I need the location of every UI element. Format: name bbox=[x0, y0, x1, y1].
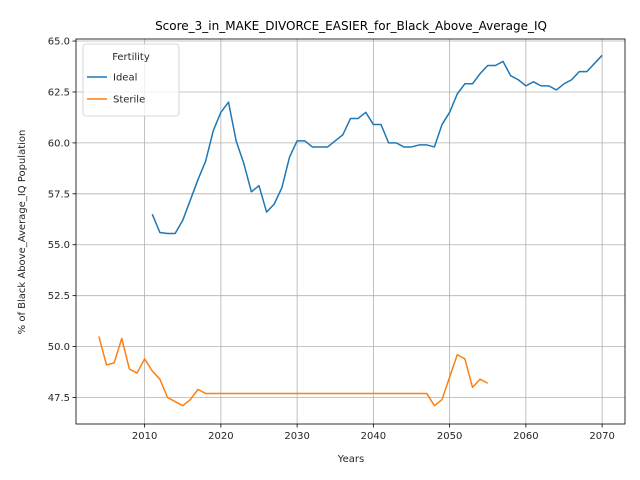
y-axis-ticks: 47.5 50.0 52.5 55.0 57.5 60.0 62.5 65.0 bbox=[48, 37, 76, 404]
series-line-sterile bbox=[98, 336, 489, 407]
x-tick-label: 2060 bbox=[513, 431, 538, 442]
x-tick-label: 2050 bbox=[437, 431, 462, 442]
y-tick-label: 55.0 bbox=[48, 240, 70, 251]
x-tick-label: 2040 bbox=[361, 431, 386, 442]
y-tick-label: 52.5 bbox=[48, 291, 70, 302]
x-tick-label: 2010 bbox=[132, 431, 157, 442]
y-tick-label: 65.0 bbox=[48, 37, 70, 48]
legend-label-sterile: Sterile bbox=[113, 95, 145, 106]
x-tick-label: 2070 bbox=[589, 431, 614, 442]
legend-title: Fertility bbox=[112, 52, 150, 63]
x-axis-label: Years bbox=[337, 454, 364, 465]
chart-title: Score_3_in_MAKE_DIVORCE_EASIER_for_Black… bbox=[155, 19, 547, 33]
series-line-ideal bbox=[151, 54, 603, 235]
legend: Fertility Ideal Sterile bbox=[82, 43, 180, 117]
legend-frame bbox=[82, 43, 180, 117]
plot-frame bbox=[75, 38, 626, 425]
y-axis-label: % of Black Above_Average_IQ Population bbox=[17, 130, 28, 335]
legend-label-ideal: Ideal bbox=[113, 73, 137, 84]
x-axis-ticks: 2010 2020 2030 2040 2050 2060 2070 bbox=[132, 424, 615, 442]
x-tick-label: 2030 bbox=[284, 431, 309, 442]
y-tick-label: 50.0 bbox=[48, 342, 70, 353]
y-tick-label: 57.5 bbox=[48, 189, 70, 200]
y-tick-label: 60.0 bbox=[48, 138, 70, 149]
y-tick-label: 62.5 bbox=[48, 87, 70, 98]
x-tick-label: 2020 bbox=[208, 431, 233, 442]
y-tick-label: 47.5 bbox=[48, 393, 70, 404]
series-lines bbox=[98, 54, 603, 407]
